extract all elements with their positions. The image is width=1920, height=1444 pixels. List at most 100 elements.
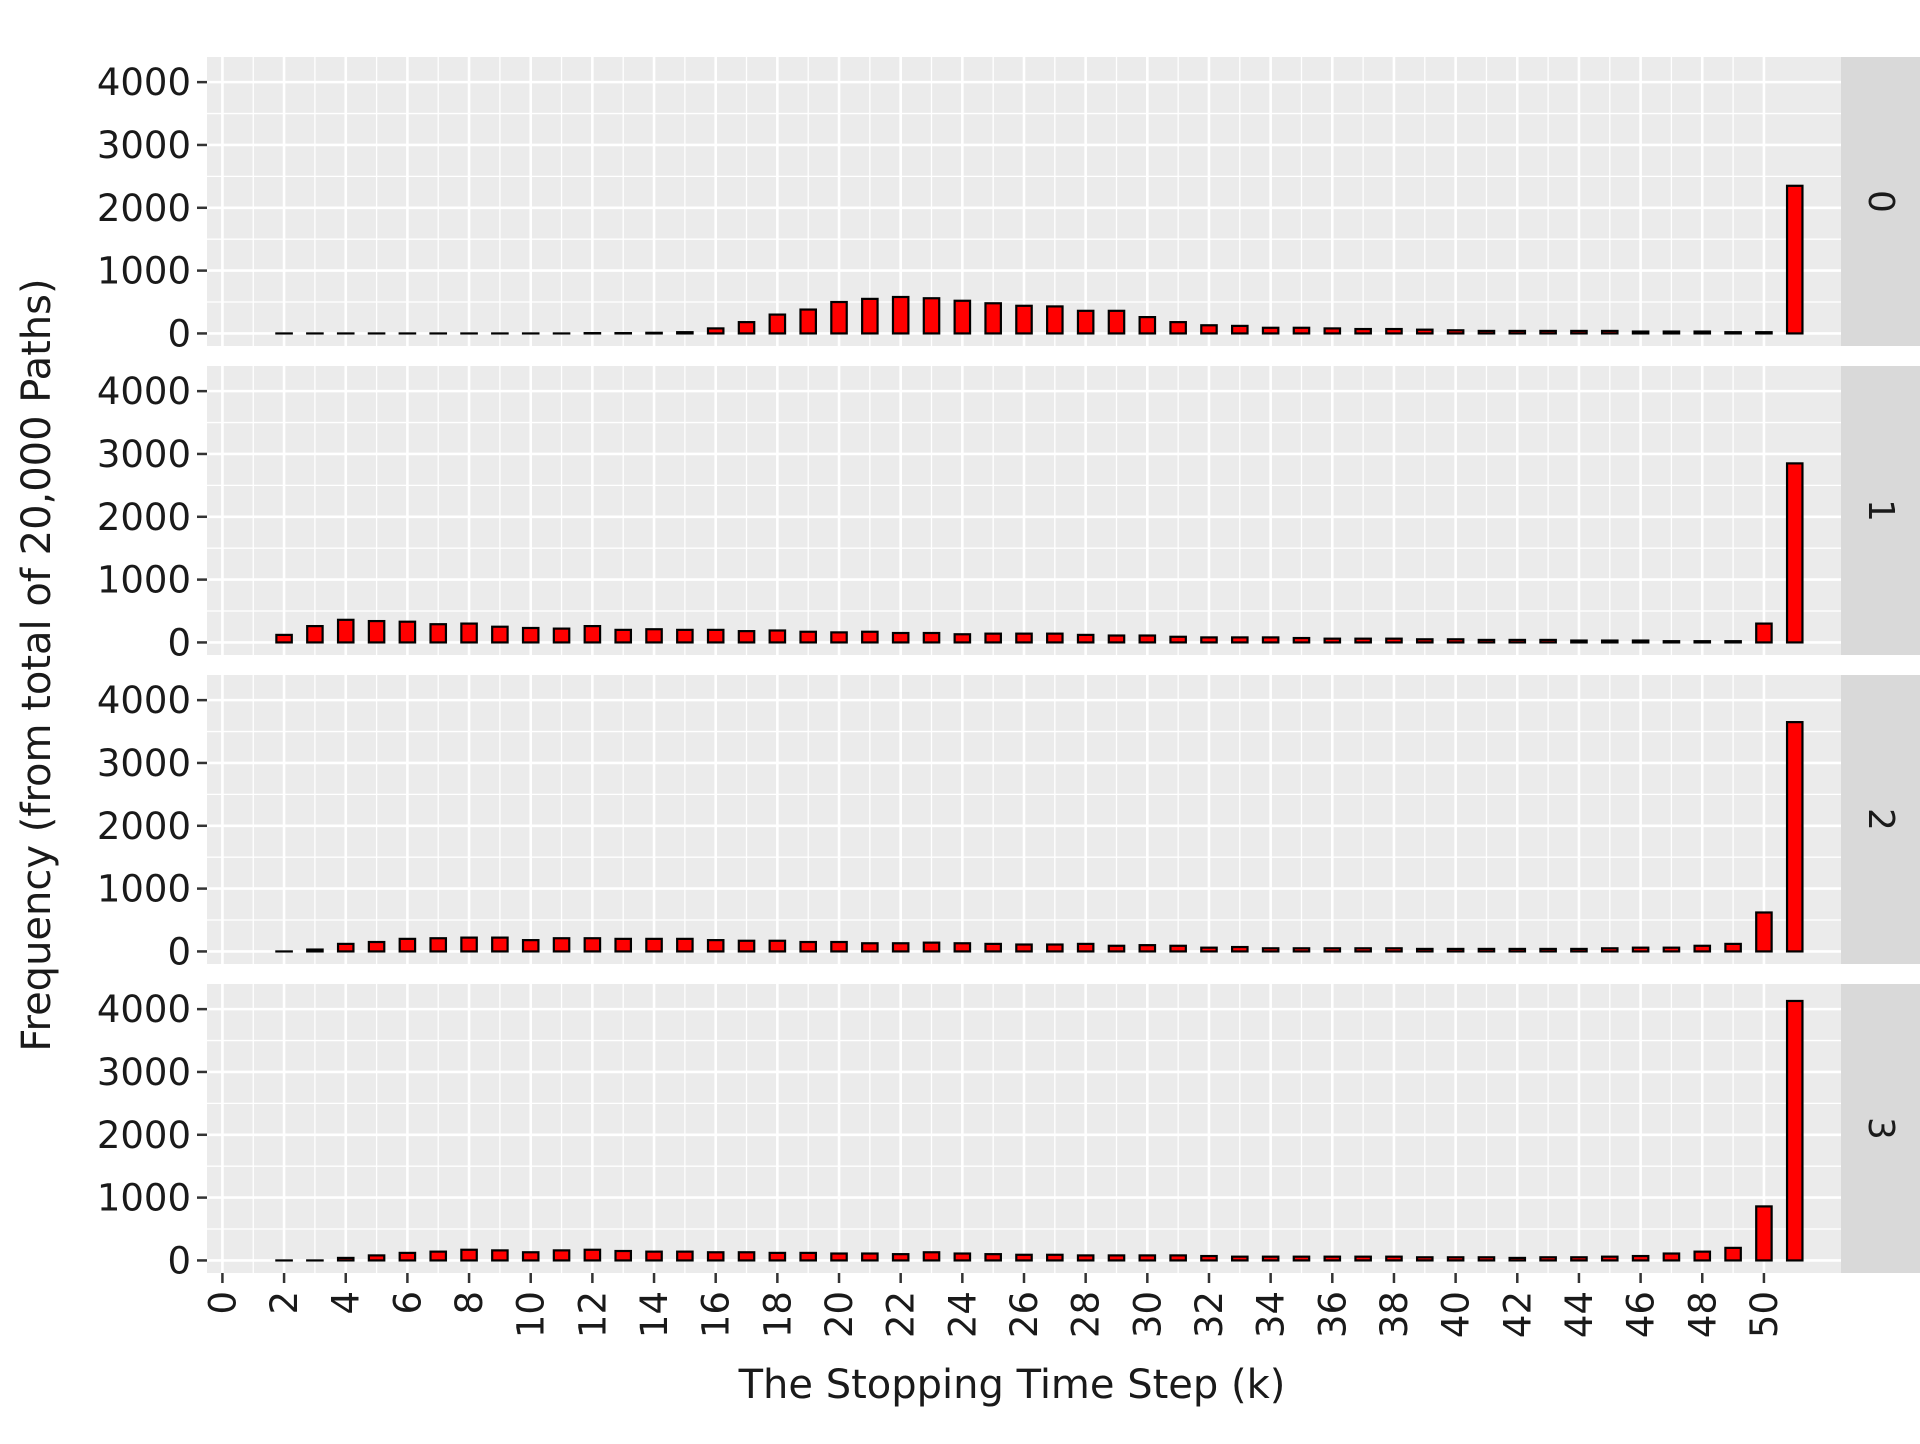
bar (985, 634, 1000, 643)
bar (800, 942, 815, 951)
bar (492, 627, 507, 643)
bar (1633, 948, 1648, 952)
bar (1571, 949, 1586, 952)
bar (985, 303, 1000, 333)
bar (307, 950, 322, 952)
x-tick-label: 32 (1188, 1291, 1231, 1338)
bar (554, 938, 569, 951)
bar (338, 1258, 353, 1261)
x-tick-label: 40 (1435, 1291, 1478, 1338)
bar (1047, 306, 1062, 333)
bar (1386, 1257, 1401, 1261)
bar (1201, 948, 1216, 952)
bar (1294, 1257, 1309, 1261)
y-tick-label: 3000 (97, 1051, 191, 1094)
bar (708, 940, 723, 951)
bar (431, 938, 446, 951)
y-tick-label: 4000 (97, 61, 191, 104)
x-tick-label: 20 (818, 1291, 861, 1338)
x-tick-label: 14 (633, 1291, 676, 1338)
bar (1355, 329, 1370, 333)
bar (1355, 639, 1370, 643)
bar (770, 315, 785, 334)
bar (1140, 636, 1155, 643)
x-tick-label: 26 (1003, 1291, 1046, 1338)
bar (369, 621, 384, 642)
bar (1787, 722, 1802, 951)
bar (1109, 311, 1124, 334)
y-tick-label: 2000 (97, 1114, 191, 1157)
y-tick-label: 2000 (97, 187, 191, 230)
bar (1787, 1001, 1802, 1260)
bar (461, 1250, 476, 1261)
y-axis-title: Frequency (from total of 20,000 Paths) (14, 278, 60, 1051)
bar (708, 1252, 723, 1260)
x-tick-label: 38 (1373, 1291, 1416, 1338)
bar (1386, 948, 1401, 951)
bar (616, 939, 631, 952)
bar (1078, 311, 1093, 334)
bar (1325, 948, 1340, 951)
x-tick-label: 22 (880, 1291, 923, 1338)
y-tick-label: 4000 (97, 679, 191, 722)
x-tick-label: 30 (1126, 1291, 1169, 1338)
bar (1479, 331, 1494, 334)
bar (1479, 949, 1494, 952)
bar (1263, 637, 1278, 642)
bar (1725, 944, 1740, 952)
bar (554, 1250, 569, 1260)
bar (1540, 949, 1555, 952)
bar (1540, 640, 1555, 643)
x-tick-label: 12 (571, 1291, 614, 1338)
bar (1047, 945, 1062, 952)
bar (1448, 1257, 1463, 1260)
bar (831, 302, 846, 333)
bar (1016, 306, 1031, 334)
bar (1325, 328, 1340, 333)
bar (800, 310, 815, 334)
bar (1571, 331, 1586, 334)
bar (1479, 1257, 1494, 1260)
bar (1602, 331, 1617, 334)
bar (1232, 1257, 1247, 1261)
bar (1664, 948, 1679, 952)
x-tick-label: 0 (201, 1291, 244, 1315)
bar (1756, 912, 1771, 951)
bar (1695, 332, 1710, 334)
x-tick-label: 48 (1681, 1291, 1724, 1338)
bar (523, 940, 538, 951)
bar (1633, 641, 1648, 643)
bar (1294, 948, 1309, 951)
bar (1109, 946, 1124, 952)
x-tick-label: 50 (1743, 1291, 1786, 1338)
bar (1725, 332, 1740, 333)
x-tick-label: 44 (1558, 1291, 1601, 1338)
bar (492, 1250, 507, 1260)
y-tick-label: 3000 (97, 433, 191, 476)
x-tick-label: 46 (1620, 1291, 1663, 1338)
bar (955, 943, 970, 951)
bar (1355, 1257, 1370, 1261)
x-tick-label: 6 (386, 1291, 429, 1315)
bar (1201, 1256, 1216, 1260)
bar (646, 1252, 661, 1261)
bar (400, 939, 415, 952)
bar (739, 322, 754, 333)
bar (1664, 332, 1679, 334)
x-tick-label: 8 (448, 1291, 491, 1315)
bar (708, 328, 723, 333)
x-tick-label: 4 (325, 1291, 368, 1315)
bar (1448, 639, 1463, 642)
facet-strip-label: 1 (1860, 499, 1901, 522)
bar (1016, 945, 1031, 952)
bar (1602, 641, 1617, 643)
bar (1078, 944, 1093, 952)
bar (739, 941, 754, 952)
facet-strip-label: 2 (1860, 808, 1901, 831)
y-tick-label: 1000 (97, 1177, 191, 1220)
bar (1695, 1252, 1710, 1261)
bar (276, 635, 291, 643)
